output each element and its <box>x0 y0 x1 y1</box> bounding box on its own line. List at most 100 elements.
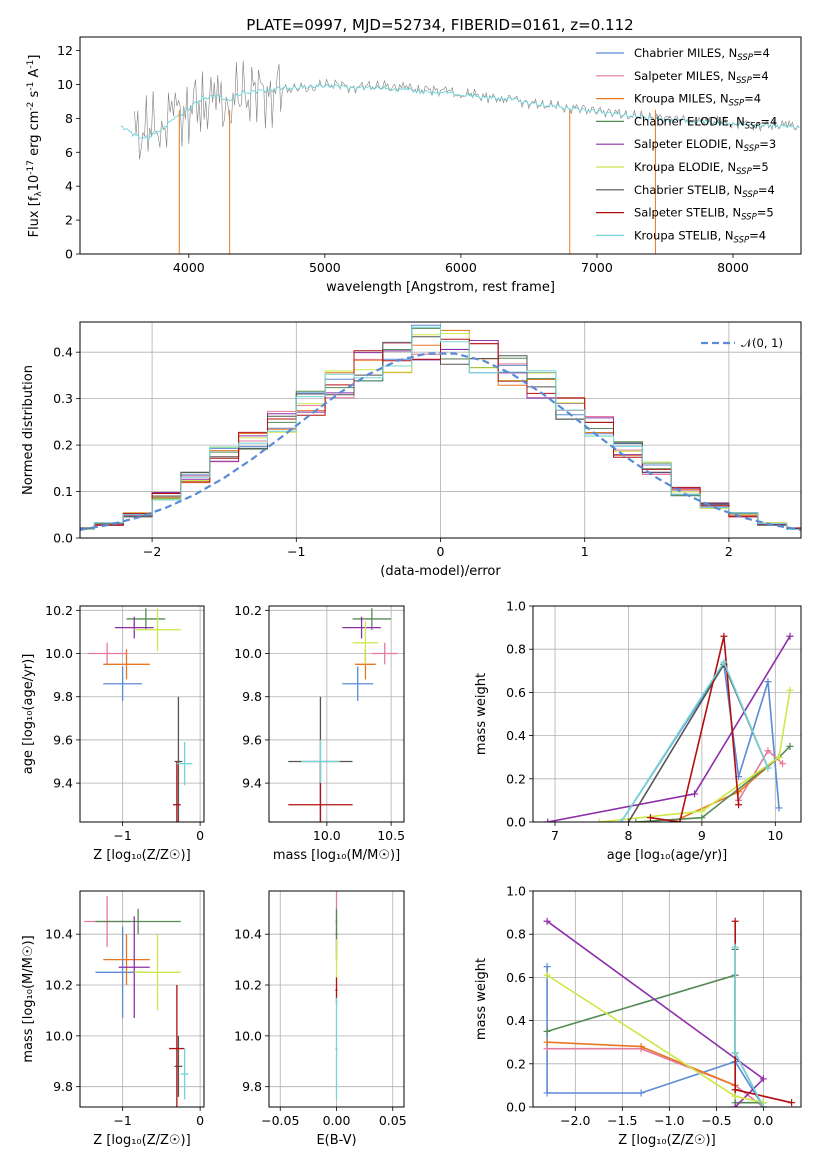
spectrum-ylabel-part: -2 <box>26 102 36 111</box>
z_weight-series-marker <box>731 1092 739 1100</box>
z_weight-series-marker <box>543 1038 551 1046</box>
age_weight-xlabel: age [log₁₀(age/yr)] <box>607 848 728 863</box>
legend-label: Chabrier ELODIE, N <box>634 114 745 128</box>
z_weight-ytick-label: 1.0 <box>506 884 526 899</box>
legend-entry: Salpeter MILES, NSSP=4 <box>634 69 769 86</box>
z_weight-series-marker <box>731 1049 739 1057</box>
legend-sub: SSP <box>744 144 760 154</box>
spectrum-xtick-label: 7000 <box>581 260 613 275</box>
legend-entry: Chabrier MILES, NSSP=4 <box>634 46 770 63</box>
mass_age-marks <box>288 608 398 822</box>
plot-area: 4000 5000 6000 7000 8000024681012wavelength … <box>21 36 802 1148</box>
spectrum-ytick-label: 10 <box>57 77 73 92</box>
age_weight-series-marker <box>676 818 684 822</box>
z_age-xtick-label: −1 <box>113 828 131 843</box>
z_mass-frame <box>79 890 205 1108</box>
age_weight-series-marker <box>764 747 772 755</box>
age_weight-series-marker <box>646 814 654 822</box>
z_age-ytick-label: 10.2 <box>45 603 73 618</box>
legend-sub: SSP <box>737 53 753 63</box>
mass_age-ytick-label: 10.0 <box>234 646 262 661</box>
legend-entry: Kroupa ELODIE, NSSP=5 <box>634 160 769 177</box>
age_weight-frame <box>532 605 802 823</box>
z_weight-series-marker <box>731 1103 739 1107</box>
z_mass-xlabel: Z [log₁₀(Z/Z☉)] <box>93 1133 190 1148</box>
age_weight-xtick-label: 8 <box>624 828 632 843</box>
z_weight-series-marker <box>543 917 551 925</box>
spectrum-line <box>120 82 800 142</box>
age_weight-series-marker <box>624 818 632 822</box>
residuals-ytick-label: 0.2 <box>53 438 73 453</box>
age_weight-series-marker <box>720 632 728 640</box>
legend-sub: SSP <box>734 235 750 245</box>
legend-label: Salpeter STELIB, N <box>634 206 741 220</box>
spectrum-line <box>134 60 800 160</box>
age_weight-series-marker <box>786 742 794 750</box>
legend-label: Kroupa STELIB, N <box>634 228 734 242</box>
z_mass-ytick-label: 9.8 <box>53 1079 73 1094</box>
legend-suffix: =4 <box>760 114 777 128</box>
z_weight-xtick-label: −0.5 <box>701 1113 731 1128</box>
spectrum-legend: Chabrier MILES, NSSP=4 Salpeter MILES, NS… <box>596 46 777 245</box>
residuals-ytick-label: 0.0 <box>53 531 73 546</box>
z_weight-series-line <box>546 920 765 1107</box>
z_weight-series-marker <box>543 1027 551 1035</box>
spectrum-ytick-label: 2 <box>65 213 73 228</box>
z_weight-ytick-label: 0.0 <box>506 1100 526 1115</box>
z_weight-ytick-label: 0.8 <box>506 927 526 942</box>
age_weight-ytick-label: 1.0 <box>506 599 526 614</box>
z_age-panel: −1 0 9.4 9.6 9.8 10.0 10.2 Z [log₁₀(Z/Z☉)] age [… <box>21 603 205 863</box>
legend-label: Salpeter ELODIE, N <box>634 137 744 151</box>
z_weight-series-line <box>546 966 765 1107</box>
residuals-ylabel: Normed distribution <box>21 365 36 495</box>
legend-suffix: =4 <box>749 228 766 242</box>
z_mass-panel: −1 0 9.8 10.0 10.2 10.4 Z [log₁₀(Z/Z☉)] mass [l… <box>21 890 205 1148</box>
legend-suffix: =4 <box>758 183 775 197</box>
z_weight-panel: −2.0 −1.5 −1.0 −0.5 0.0 0.0 0.2 0.4 0.6 0.8 1.0 Z [… <box>474 884 802 1148</box>
mass_age-xlabel: mass [log₁₀(M/M☉)] <box>273 848 400 863</box>
normal-curve <box>80 352 801 531</box>
z_mass-xtick-label: 0 <box>196 1113 204 1128</box>
z_weight-series-marker <box>731 943 739 951</box>
ebv_mass-ytick-label: 10.0 <box>234 1028 262 1043</box>
z_mass-ytick-label: 10.0 <box>45 1028 73 1043</box>
z_weight-xtick-label: −1.5 <box>607 1113 637 1128</box>
legend-entry: Kroupa MILES, NSSP=4 <box>634 92 761 109</box>
age_weight-series-line <box>635 745 791 822</box>
z_weight-xlabel: Z [log₁₀(Z/Z☉)] <box>618 1133 715 1148</box>
age_weight-xtick-label: 10 <box>767 828 783 843</box>
z_mass-xtick-label: −1 <box>113 1113 131 1128</box>
age_weight-series-marker <box>735 801 743 809</box>
z_age-xtick-label: 0 <box>196 828 204 843</box>
z_weight-frame <box>532 890 802 1108</box>
legend-entry: Chabrier ELODIE, NSSP=4 <box>634 114 777 131</box>
z_weight-series-marker <box>637 1043 645 1051</box>
z_age-ytick-label: 9.6 <box>53 732 73 747</box>
z_weight-series-marker <box>637 1089 645 1097</box>
z_mass-marks <box>83 896 189 1107</box>
z_mass-ylabel: mass [log₁₀(M/M☉)] <box>21 935 36 1062</box>
residuals-xlabel: (data-model)/error <box>380 564 501 579</box>
legend-suffix: =3 <box>759 137 776 151</box>
z_weight-ytick-label: 0.2 <box>506 1056 526 1071</box>
mass_age-ytick-label: 9.8 <box>242 689 262 704</box>
mass_age-panel: 10.0 10.5 9.4 9.6 9.8 10.0 10.2 mass [log₁₀(M/M… <box>234 603 405 863</box>
z_weight-series-marker <box>543 971 551 979</box>
spectrum-panel: 4000 5000 6000 7000 8000 0 2 4 6 8 10 12 wavelength … <box>26 36 802 295</box>
spectrum-ylabel-part: ] <box>27 55 42 60</box>
age_weight-series-marker <box>775 753 783 761</box>
z_mass-ytick-label: 10.4 <box>45 927 73 942</box>
age_weight-ytick-label: 0.8 <box>506 642 526 657</box>
ebv_mass-frame <box>268 890 405 1108</box>
ebv_mass-marks <box>335 891 338 1100</box>
residuals-panel: −2 −1 0 1 2 0.0 0.1 0.2 0.3 0.4 (data-model)/error… <box>21 321 802 579</box>
age_weight-panel: 7 8 9 10 0.0 0.2 0.4 0.6 0.8 1.0 age [log₁₀(age/yr… <box>474 599 802 863</box>
legend-sub: SSP <box>741 213 757 223</box>
legend-entry: Salpeter STELIB, NSSP=5 <box>634 206 774 223</box>
residuals-frame <box>79 321 802 539</box>
age_weight-series-marker <box>698 807 706 815</box>
residuals-xtick-label: 2 <box>725 544 733 559</box>
age_weight-series-marker <box>691 790 699 798</box>
z_weight-series-marker <box>731 917 739 925</box>
spectrum-ylabel-part: Flux [f <box>27 196 42 237</box>
